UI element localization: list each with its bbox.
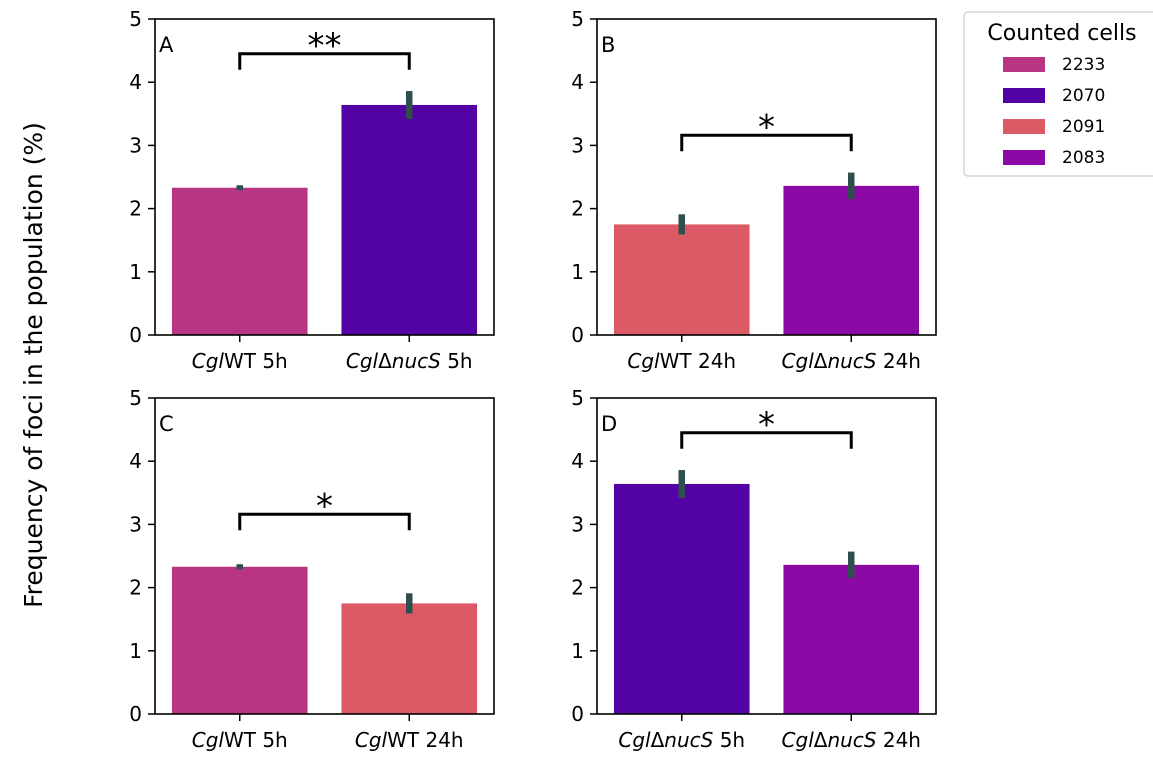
x-tick-label: CglWT 5h xyxy=(192,349,288,373)
y-tick-label: 0 xyxy=(129,323,142,347)
y-tick-label: 4 xyxy=(571,449,584,473)
bar xyxy=(171,187,308,335)
bar xyxy=(783,185,920,335)
panel-label: B xyxy=(601,33,615,57)
legend-title: Counted cells xyxy=(987,21,1136,46)
x-tick-label: CglWT 24h xyxy=(627,349,736,373)
x-tick-label: CglΔnucS 5h xyxy=(618,728,745,752)
bar xyxy=(783,564,920,714)
legend-swatch xyxy=(1003,150,1045,165)
axes-frame xyxy=(596,397,937,715)
y-tick-label: 2 xyxy=(129,576,142,600)
axes-frame xyxy=(596,18,937,336)
panel-label: D xyxy=(601,412,617,436)
y-tick-label: 5 xyxy=(129,386,142,410)
y-tick-label: 3 xyxy=(571,512,584,536)
x-tick-label: CglΔnucS 24h xyxy=(782,728,921,752)
x-tick-label: CglΔnucS 24h xyxy=(782,349,921,373)
legend: Counted cells 2233 2070 2091 2083 xyxy=(963,11,1153,177)
panel-d: 0 1 2 3 4 5 CglΔnucS 5h CglΔnucS 24h * D xyxy=(571,386,937,752)
legend-swatch xyxy=(1003,119,1045,134)
significance-bracket xyxy=(238,512,411,531)
bar xyxy=(613,483,750,714)
y-tick-label: 2 xyxy=(571,576,584,600)
y-tick-label: 1 xyxy=(571,260,584,284)
y-tick-label: 0 xyxy=(129,702,142,726)
bar xyxy=(171,566,308,714)
y-tick-label: 1 xyxy=(571,639,584,663)
y-tick-label: 3 xyxy=(129,512,142,536)
y-tick-label: 5 xyxy=(129,7,142,31)
axes-frame xyxy=(154,397,495,715)
bar xyxy=(341,104,478,336)
legend-label: 2070 xyxy=(1062,86,1105,106)
panel-label: A xyxy=(159,33,174,57)
x-tick-label: CglΔnucS 5h xyxy=(346,349,473,373)
significance-label: * xyxy=(758,107,775,147)
y-tick-label: 3 xyxy=(571,133,584,157)
y-tick-label: 2 xyxy=(571,197,584,221)
significance-bracket xyxy=(238,52,411,70)
significance-label: * xyxy=(758,405,775,445)
panel-c: 0 1 2 3 4 5 CglWT 5h CglWT 24h * C xyxy=(129,386,495,752)
legend-label: 2091 xyxy=(1062,117,1105,137)
y-tick-label: 1 xyxy=(129,639,142,663)
y-tick-label: 0 xyxy=(571,702,584,726)
legend-swatch xyxy=(1003,57,1045,72)
y-tick-label: 4 xyxy=(129,70,142,94)
significance-label: * xyxy=(316,486,333,526)
y-tick-label: 5 xyxy=(571,386,584,410)
legend-swatch xyxy=(1003,88,1045,103)
y-axis-label: Frequency of foci in the population (%) xyxy=(19,122,48,608)
panel-a: 0 1 2 3 4 5 CglWT 5h CglΔnucS 5h ** A xyxy=(129,7,495,373)
y-tick-label: 3 xyxy=(129,133,142,157)
panel-b: 0 1 2 3 4 5 CglWT 24h CglΔnucS 24h * B xyxy=(571,7,937,373)
significance-bracket xyxy=(680,133,853,152)
legend-label: 2233 xyxy=(1062,55,1105,75)
legend-label: 2083 xyxy=(1062,148,1105,168)
significance-bracket xyxy=(680,431,853,449)
bar xyxy=(341,603,478,714)
x-tick-label: CglWT 24h xyxy=(355,728,464,752)
y-tick-label: 5 xyxy=(571,7,584,31)
legend-frame xyxy=(963,11,1153,177)
legend-entries: 2233 2070 2091 2083 xyxy=(1003,55,1105,168)
y-tick-label: 2 xyxy=(129,197,142,221)
panel-label: C xyxy=(159,412,174,436)
y-tick-label: 0 xyxy=(571,323,584,347)
x-tick-label: CglWT 5h xyxy=(192,728,288,752)
significance-label: ** xyxy=(308,26,342,66)
axes-frame xyxy=(154,18,495,336)
bar xyxy=(613,224,750,335)
y-tick-label: 1 xyxy=(129,260,142,284)
y-tick-label: 4 xyxy=(571,70,584,94)
y-tick-label: 4 xyxy=(129,449,142,473)
